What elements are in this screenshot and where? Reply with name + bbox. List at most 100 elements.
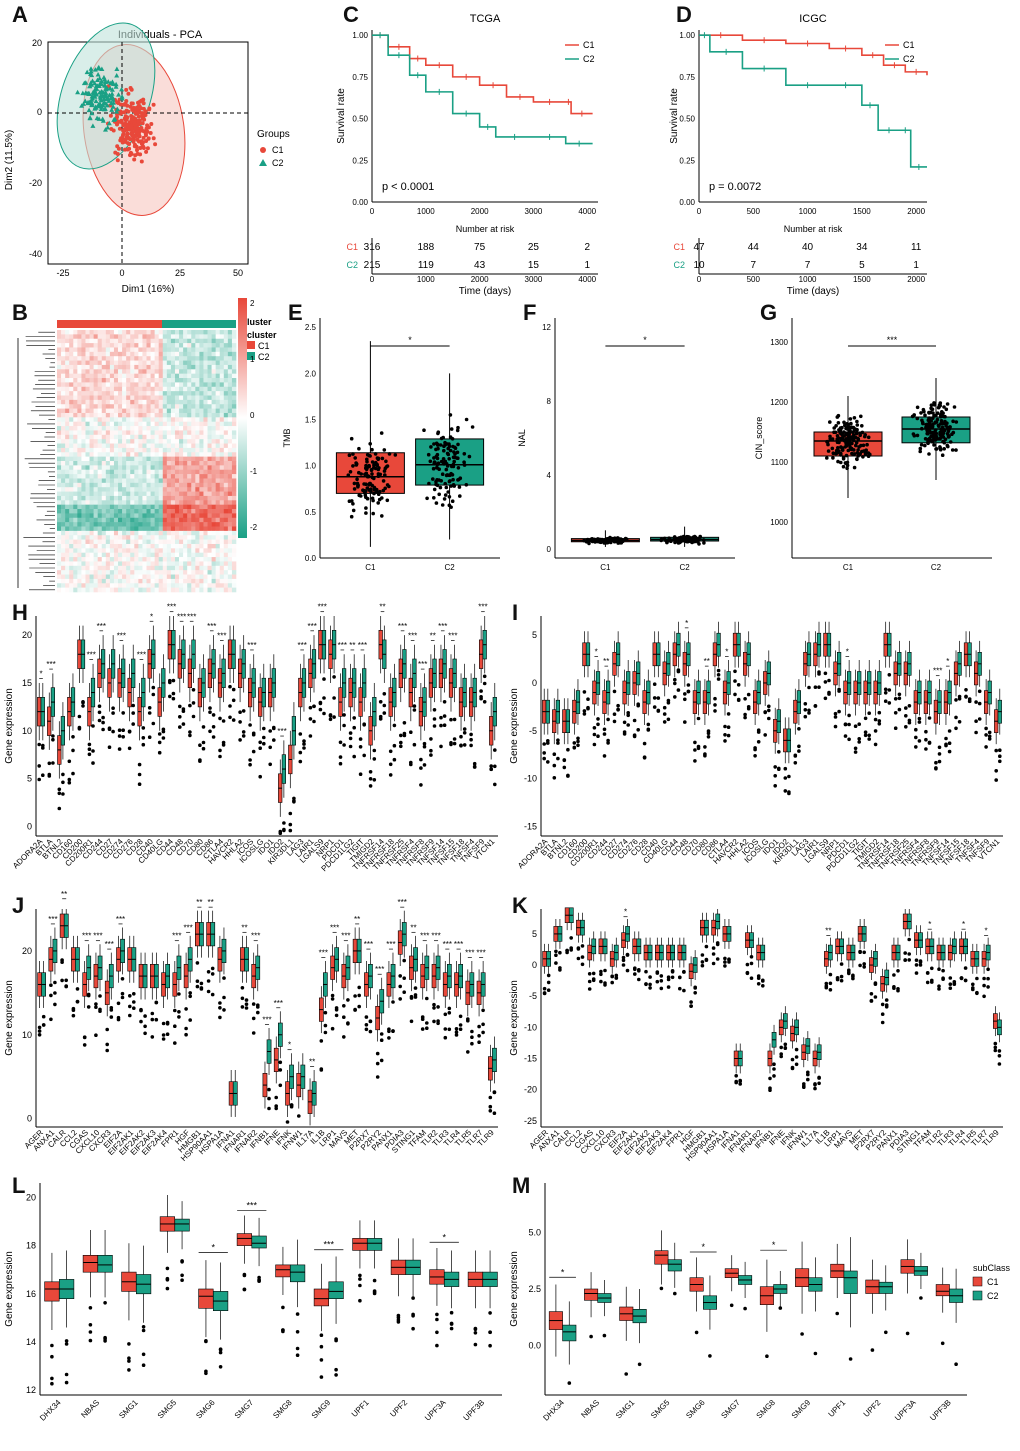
heatmap-cell	[211, 434, 216, 440]
heatmap-cell	[73, 557, 78, 562]
heatmap-cell	[65, 364, 70, 370]
heatmap-cell	[122, 351, 127, 357]
heatmap-cell	[113, 517, 119, 523]
heatmap-cell	[105, 552, 111, 558]
box-point	[442, 497, 447, 501]
heatmap-cell	[219, 557, 225, 562]
box-point	[364, 506, 368, 510]
heatmap-cell	[97, 552, 103, 558]
heatmap-cell	[231, 395, 237, 401]
heatmap-cell	[170, 509, 176, 514]
heatmap-cell	[166, 430, 172, 436]
heatmap-cell	[231, 478, 237, 484]
box-point	[362, 482, 366, 486]
heatmap-cell	[109, 522, 115, 527]
heatmap-cell	[174, 408, 180, 414]
heatmap-cell	[73, 491, 78, 497]
heatmap-cell	[227, 504, 233, 510]
heatmap-cell	[150, 530, 155, 536]
pca-point-c2	[111, 117, 117, 122]
heatmap-cell	[179, 378, 184, 383]
km-title: TCGA	[470, 13, 501, 25]
multi-outlier	[288, 828, 293, 833]
heatmap-cell	[85, 461, 90, 466]
heatmap-cell	[109, 408, 115, 414]
multi-outlier	[673, 677, 677, 682]
heatmap-cell	[219, 509, 225, 514]
heatmap-cell	[191, 578, 196, 584]
heatmap-cell	[93, 552, 98, 558]
heatmap-cell	[122, 552, 127, 558]
heatmap-cell	[101, 561, 107, 567]
heatmap-cell	[223, 386, 229, 392]
heatmap-cell	[207, 330, 212, 335]
heatmap-cell	[85, 465, 90, 471]
heatmap-cell	[122, 578, 127, 584]
heatmap-cell	[101, 513, 107, 519]
multi-outlier	[282, 828, 286, 833]
heatmap-cell	[158, 574, 164, 580]
heatmap-cell	[146, 408, 151, 414]
heatmap-cell	[162, 513, 168, 519]
heatmap-cell	[187, 461, 192, 466]
heatmap-cell	[231, 565, 237, 571]
heatmap-cell	[142, 421, 147, 427]
heatmap-cell	[183, 330, 188, 335]
heatmap-cell	[158, 421, 164, 427]
heatmap-cell	[187, 412, 192, 418]
heatmap-cell	[154, 404, 160, 409]
heatmap-cell	[89, 369, 94, 374]
heatmap-cell	[89, 561, 94, 567]
heatmap-cell	[150, 465, 155, 471]
pca-point-c1	[148, 131, 153, 135]
box-point	[434, 454, 439, 459]
heatmap-cell	[191, 378, 196, 383]
heatmap-cell	[150, 548, 155, 553]
pca-point-c1	[146, 125, 151, 130]
heatmap-cell	[219, 526, 225, 532]
heatmap-cell	[65, 443, 70, 449]
box-point	[464, 417, 469, 422]
panel-label-c: C	[343, 2, 359, 27]
multi-outlier	[181, 722, 186, 726]
heatmap-cell	[97, 351, 103, 357]
heatmap-cell	[174, 487, 180, 492]
heatmap-cell	[179, 412, 184, 418]
heatmap-cell	[150, 570, 155, 575]
heatmap-cell	[97, 478, 103, 484]
heatmap-cell	[105, 487, 111, 492]
heatmap-cell	[170, 330, 176, 335]
heatmap-cell	[179, 382, 184, 388]
heatmap-cell	[134, 382, 139, 388]
heatmap-cell	[57, 408, 62, 414]
multi-sig-label: *	[39, 670, 42, 679]
heatmap-cell	[109, 491, 115, 497]
heatmap-cell	[231, 439, 237, 444]
heatmap-cell	[150, 391, 155, 396]
heatmap-cell	[134, 469, 139, 475]
heatmap-cell	[65, 535, 70, 540]
heatmap-cell	[122, 386, 127, 392]
heatmap-cell	[150, 434, 155, 440]
box-point	[862, 449, 866, 453]
heatmap-cell	[142, 587, 147, 593]
heatmap-cell	[183, 535, 188, 540]
heatmap-cell	[174, 404, 180, 409]
heatmap-cell	[146, 343, 151, 348]
heatmap-cell	[105, 347, 111, 353]
heatmap-cell	[130, 526, 135, 532]
multi-sig-label: ***	[318, 603, 327, 612]
heatmap-cell	[174, 452, 180, 457]
heatmap-cell	[150, 338, 155, 344]
heatmap-cell	[134, 522, 139, 527]
heatmap-cell	[69, 469, 74, 475]
heatmap-cell	[126, 447, 131, 453]
heatmap-cell	[154, 587, 160, 593]
heatmap-cell	[97, 443, 103, 449]
heatmap-cell	[227, 583, 233, 588]
heatmap-cell	[166, 530, 172, 536]
multi-outlier	[656, 696, 661, 700]
heatmap-cell	[69, 500, 74, 505]
heatmap-cell	[57, 452, 62, 457]
km-ylabel: Survival rate	[336, 88, 347, 144]
